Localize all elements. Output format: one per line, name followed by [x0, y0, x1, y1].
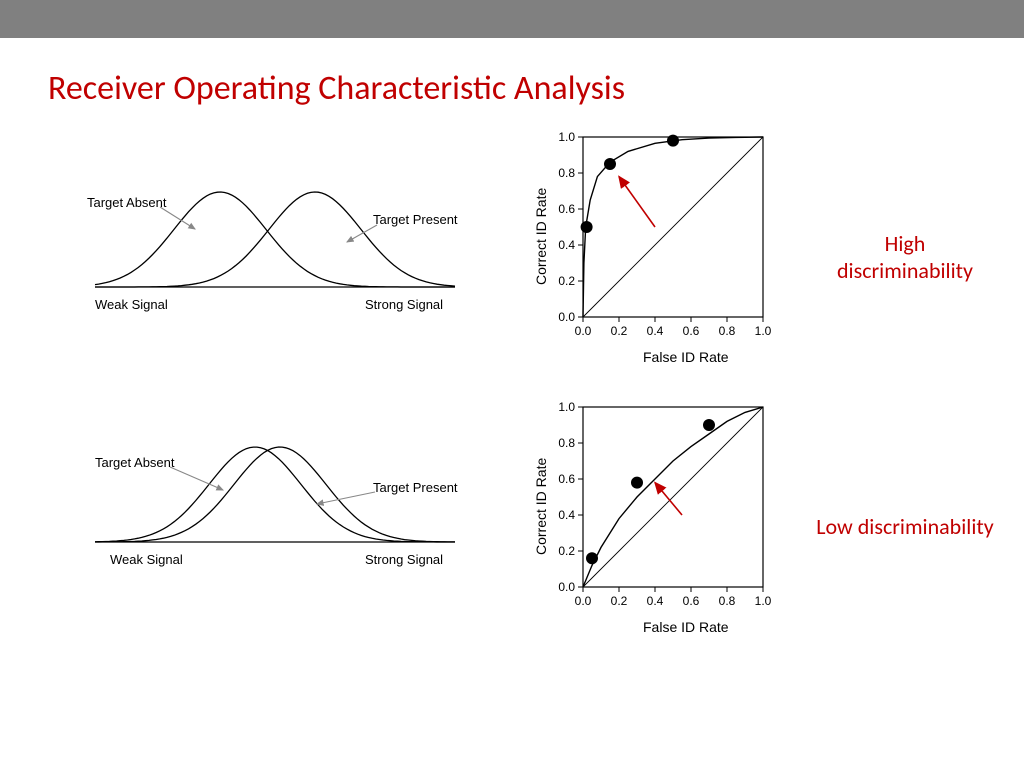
xtick-label: 0.4 — [647, 594, 664, 608]
roc-high-plot: 0.00.0 0.2 0.2 0.4 0.4 0.6 0.6 0.8 0.8 1.0 1.0 Fal… — [535, 127, 795, 387]
ytick-label: 0.0 — [558, 310, 575, 324]
ytick-label: 1.0 — [558, 400, 575, 414]
arrow-present-icon — [317, 492, 375, 504]
xtick-label: 0.0 — [575, 324, 592, 338]
diagonal-line — [583, 407, 763, 587]
xtick-label: 0.6 — [683, 594, 700, 608]
ytick-label: 0.8 — [558, 166, 575, 180]
ytick-label: 1.0 — [558, 130, 575, 144]
xtick-label: 1.0 — [755, 324, 772, 338]
content: Target Absent Target Present Weak Signal… — [0, 127, 1024, 657]
ytick-label: 0.6 — [558, 472, 575, 486]
roc-point — [667, 135, 679, 147]
ytick-label: 0.2 — [558, 544, 575, 558]
label-strong-signal: Strong Signal — [365, 297, 443, 312]
xtick-label: 0.8 — [719, 324, 736, 338]
roc-high-block: 0.00.0 0.2 0.2 0.4 0.4 0.6 0.6 0.8 0.8 1.0 1.0 Fal… — [495, 127, 1015, 387]
ytick-label: 0.2 — [558, 274, 575, 288]
label-target-absent: Target Absent — [95, 455, 175, 470]
distribution-high: Target Absent Target Present Weak Signal… — [55, 157, 475, 332]
ytick-label: 0.4 — [558, 238, 575, 252]
label-weak-signal: Weak Signal — [95, 297, 168, 312]
ylabel: Correct ID Rate — [533, 458, 549, 555]
roc-low-svg: 0.00.0 0.2 0.2 0.4 0.4 0.6 0.6 0.8 0.8 1.0 1.0 — [535, 397, 795, 657]
xtick-label: 0.6 — [683, 324, 700, 338]
label-target-present: Target Present — [373, 480, 458, 495]
ytick-label: 0.4 — [558, 508, 575, 522]
distribution-low: Target Absent Target Present Weak Signal… — [55, 412, 475, 587]
xlabel: False ID Rate — [643, 619, 729, 635]
roc-point — [581, 221, 593, 233]
xtick-label: 0.2 — [611, 594, 628, 608]
ytick-label: 0.8 — [558, 436, 575, 450]
roc-point — [703, 419, 715, 431]
arrow-present-icon — [347, 225, 377, 242]
xtick-label: 0.4 — [647, 324, 664, 338]
ylabel: Correct ID Rate — [533, 188, 549, 285]
xtick-label: 0.8 — [719, 594, 736, 608]
label-target-present: Target Present — [373, 212, 458, 227]
roc-low-plot: 0.00.0 0.2 0.2 0.4 0.4 0.6 0.6 0.8 0.8 1.0 1.0 Fal… — [535, 397, 795, 657]
label-strong-signal: Strong Signal — [365, 552, 443, 567]
roc-low-block: 0.00.0 0.2 0.2 0.4 0.4 0.6 0.6 0.8 0.8 1.0 1.0 Fal… — [495, 397, 1015, 657]
roc-high-svg: 0.00.0 0.2 0.2 0.4 0.4 0.6 0.6 0.8 0.8 1.0 1.0 — [535, 127, 795, 387]
arrow-absent-icon — [170, 467, 223, 490]
roc-arrow-icon — [619, 177, 655, 227]
right-column: 0.00.00.20.20.40.40.60.60.80.81.01.0 Fal… — [495, 127, 1015, 657]
side-label-low: Low discriminability — [815, 513, 995, 541]
left-column: Target Absent Target Present Weak Signal… — [0, 127, 495, 657]
xtick-label: 1.0 — [755, 594, 772, 608]
label-target-absent: Target Absent — [87, 195, 167, 210]
roc-point — [586, 552, 598, 564]
label-weak-signal: Weak Signal — [110, 552, 183, 567]
roc-point — [631, 477, 643, 489]
roc-point — [604, 158, 616, 170]
top-bar — [0, 0, 1024, 38]
ytick-label: 0.6 — [558, 202, 575, 216]
xtick-label: 0.0 — [575, 594, 592, 608]
ytick-label: 0.0 — [558, 580, 575, 594]
roc-arrow-icon — [655, 483, 682, 515]
page-title: Receiver Operating Characteristic Analys… — [48, 68, 1024, 109]
side-label-high: High discriminability — [815, 230, 995, 285]
xtick-label: 0.2 — [611, 324, 628, 338]
xlabel: False ID Rate — [643, 349, 729, 365]
